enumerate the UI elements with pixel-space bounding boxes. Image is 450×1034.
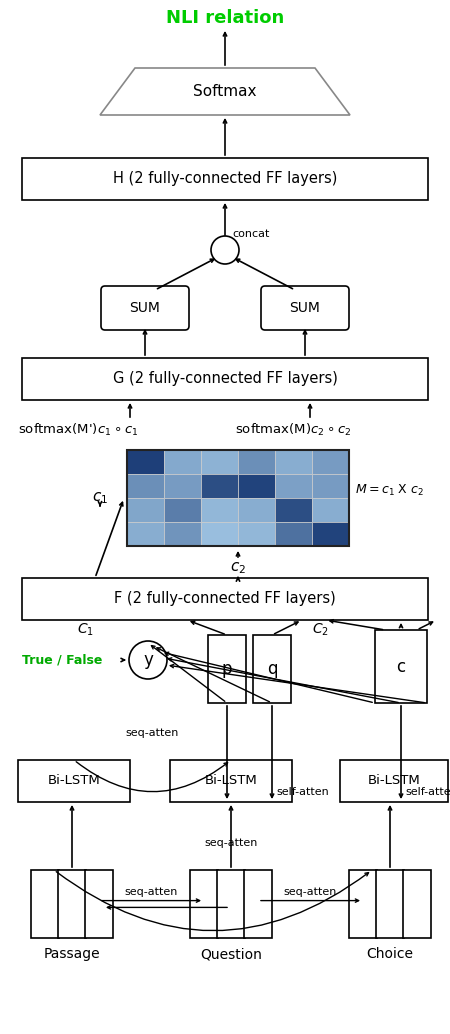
Polygon shape (100, 68, 350, 115)
Text: seq-atten: seq-atten (125, 886, 178, 896)
Bar (127, 450, 349, 546)
Text: seq-atten: seq-atten (126, 728, 179, 738)
Bar (217, 870, 245, 938)
Text: softmax(M)$c_2\circ c_2$: softmax(M)$c_2\circ c_2$ (235, 422, 352, 438)
Text: self-atten: self-atten (276, 787, 329, 797)
Bar (22, 358, 428, 400)
Text: H (2 fully-connected FF layers): H (2 fully-connected FF layers) (113, 172, 337, 186)
Text: Softmax: Softmax (193, 85, 257, 99)
Bar (376, 870, 404, 938)
Bar (312, 450, 349, 474)
Text: $C_2$: $C_2$ (311, 621, 328, 638)
Text: $c_1$: $c_1$ (92, 490, 108, 507)
Bar (275, 450, 312, 474)
Text: Passage: Passage (44, 947, 100, 961)
Bar (22, 158, 428, 200)
Bar (170, 760, 292, 802)
Bar (340, 760, 448, 802)
Bar (312, 474, 349, 498)
Bar (238, 498, 275, 522)
Bar (127, 450, 164, 474)
Bar (253, 635, 291, 703)
Bar (349, 870, 377, 938)
Bar (164, 450, 201, 474)
Text: concat: concat (232, 229, 270, 239)
Bar (312, 498, 349, 522)
Text: G (2 fully-connected FF layers): G (2 fully-connected FF layers) (112, 371, 338, 387)
Text: Bi-LSTM: Bi-LSTM (368, 774, 420, 788)
Text: Bi-LSTM: Bi-LSTM (48, 774, 100, 788)
Text: seq-atten: seq-atten (204, 838, 258, 848)
Bar (164, 498, 201, 522)
Text: softmax(M')$c_1\circ c_1$: softmax(M')$c_1\circ c_1$ (18, 422, 139, 438)
Bar (238, 522, 275, 546)
Text: Choice: Choice (366, 947, 414, 961)
Bar (190, 870, 218, 938)
Bar (31, 870, 59, 938)
Bar (85, 870, 113, 938)
Text: p: p (222, 660, 232, 678)
Text: y: y (143, 651, 153, 669)
Text: q: q (267, 660, 277, 678)
FancyBboxPatch shape (101, 286, 189, 330)
Bar (164, 474, 201, 498)
Text: Bi-LSTM: Bi-LSTM (205, 774, 257, 788)
Text: $C_1$: $C_1$ (76, 621, 94, 638)
Text: $M = c_1$ X $c_2$: $M = c_1$ X $c_2$ (355, 483, 424, 497)
Text: True / False: True / False (22, 653, 103, 667)
Text: seq-atten: seq-atten (284, 886, 337, 896)
Text: $c_2$: $c_2$ (230, 560, 246, 576)
Bar (403, 870, 431, 938)
Text: Question: Question (200, 947, 262, 961)
Bar (127, 522, 164, 546)
Bar (208, 635, 246, 703)
Text: F (2 fully-connected FF layers): F (2 fully-connected FF layers) (114, 591, 336, 607)
Bar (275, 474, 312, 498)
Bar (22, 578, 428, 620)
Text: SUM: SUM (289, 301, 320, 315)
Bar (18, 760, 130, 802)
Bar (127, 474, 164, 498)
Bar (164, 522, 201, 546)
Bar (275, 522, 312, 546)
Bar (127, 498, 164, 522)
Text: NLI relation: NLI relation (166, 9, 284, 27)
Bar (201, 498, 238, 522)
Text: c: c (396, 658, 405, 675)
Bar (58, 870, 86, 938)
Bar (275, 498, 312, 522)
Bar (244, 870, 272, 938)
Bar (375, 630, 427, 703)
Text: SUM: SUM (130, 301, 161, 315)
Bar (201, 474, 238, 498)
FancyBboxPatch shape (261, 286, 349, 330)
Bar (312, 522, 349, 546)
Bar (238, 450, 275, 474)
Text: self-atten: self-atten (405, 787, 450, 797)
Bar (238, 474, 275, 498)
Bar (201, 450, 238, 474)
Bar (201, 522, 238, 546)
